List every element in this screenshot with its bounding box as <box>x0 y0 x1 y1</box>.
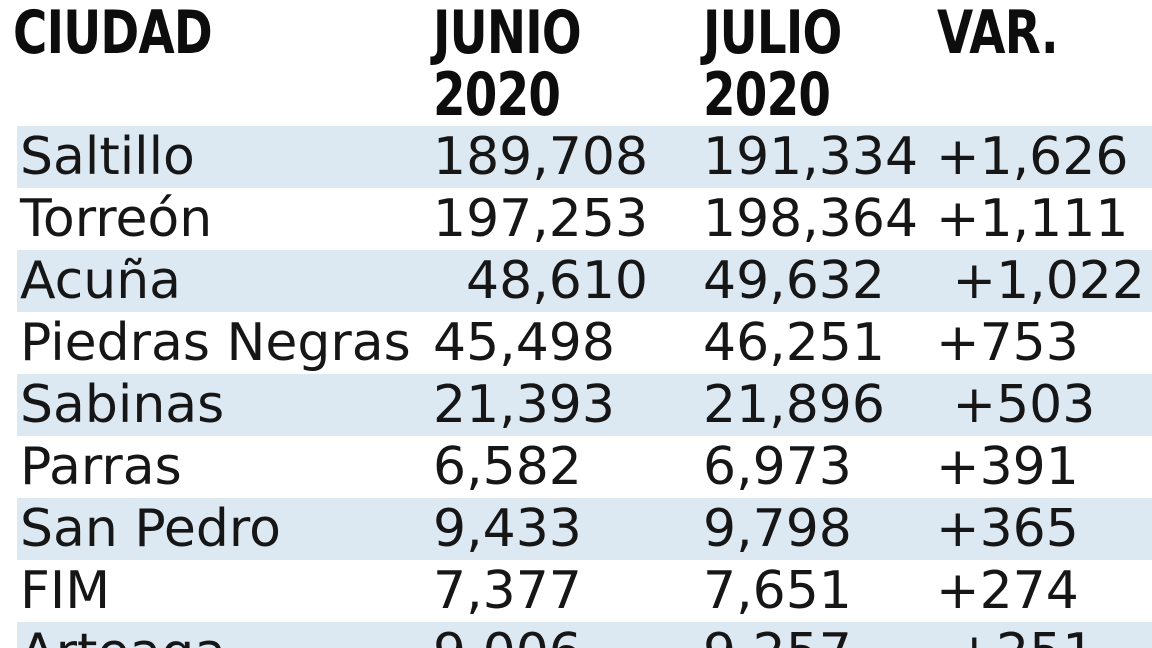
cell-julio: 6,973 <box>703 437 852 497</box>
cell-julio: 49,632 <box>703 251 885 311</box>
cell-julio: 46,251 <box>703 313 885 373</box>
cell-var: +274 <box>936 561 1079 621</box>
cell-ciudad: Acuña <box>20 251 182 311</box>
cell-ciudad: Torreón <box>20 189 213 249</box>
cell-junio: 7,377 <box>433 561 582 621</box>
col-subheader-julio-year: 2020 <box>703 60 831 130</box>
col-header-junio: JUNIO <box>433 0 582 68</box>
table-row: Sabinas 21,393 21,896 +503 <box>0 374 1152 436</box>
table-row: Acuña 48,610 49,632 +1,022 <box>0 250 1152 312</box>
cell-var: +1,626 <box>936 127 1129 187</box>
cell-junio: 21,393 <box>433 375 615 435</box>
cell-ciudad: Arteaga <box>20 622 226 648</box>
cell-junio: 6,582 <box>433 437 582 497</box>
cell-julio: 198,364 <box>703 189 919 249</box>
cell-ciudad: FIM <box>20 561 111 621</box>
col-subheader-junio-year: 2020 <box>433 60 561 130</box>
cell-var: +391 <box>936 437 1079 497</box>
col-header-julio: JULIO <box>703 0 842 68</box>
cell-var: +753 <box>936 313 1079 373</box>
cell-ciudad: Piedras Negras <box>20 313 411 373</box>
cell-julio: 9,798 <box>703 499 852 559</box>
cell-junio: 9,006 <box>433 622 582 648</box>
cell-ciudad: Sabinas <box>20 375 225 435</box>
cell-junio: 9,433 <box>433 499 582 559</box>
cell-junio: 197,253 <box>433 189 649 249</box>
cell-ciudad: San Pedro <box>20 499 281 559</box>
cell-junio: 189,708 <box>433 127 649 187</box>
table-row: San Pedro 9,433 9,798 +365 <box>0 498 1152 560</box>
cell-var: +365 <box>936 499 1079 559</box>
table-row: FIM 7,377 7,651 +274 <box>0 560 1152 622</box>
cell-ciudad: Parras <box>20 437 182 497</box>
col-header-var: VAR. <box>937 0 1059 68</box>
table-row: Arteaga 9,006 9,257 +251 <box>0 622 1152 648</box>
cell-julio: 9,257 <box>703 622 852 648</box>
table-row: Saltillo 189,708 191,334 +1,626 <box>0 126 1152 188</box>
cell-julio: 191,334 <box>703 127 919 187</box>
cell-var: +1,111 <box>936 189 1129 249</box>
cell-var: +503 <box>936 375 1096 435</box>
table-row: Parras 6,582 6,973 +391 <box>0 436 1152 498</box>
col-header-ciudad: CIUDAD <box>13 0 213 68</box>
cell-junio: 45,498 <box>433 313 615 373</box>
cell-var: +251 <box>936 622 1096 648</box>
cell-junio: 48,610 <box>433 251 649 311</box>
cell-julio: 21,896 <box>703 375 885 435</box>
table-row: Piedras Negras 45,498 46,251 +753 <box>0 312 1152 374</box>
table-row: Torreón 197,253 198,364 +1,111 <box>0 188 1152 250</box>
cell-var: +1,022 <box>936 251 1145 311</box>
cell-julio: 7,651 <box>703 561 852 621</box>
cell-ciudad: Saltillo <box>20 127 195 187</box>
